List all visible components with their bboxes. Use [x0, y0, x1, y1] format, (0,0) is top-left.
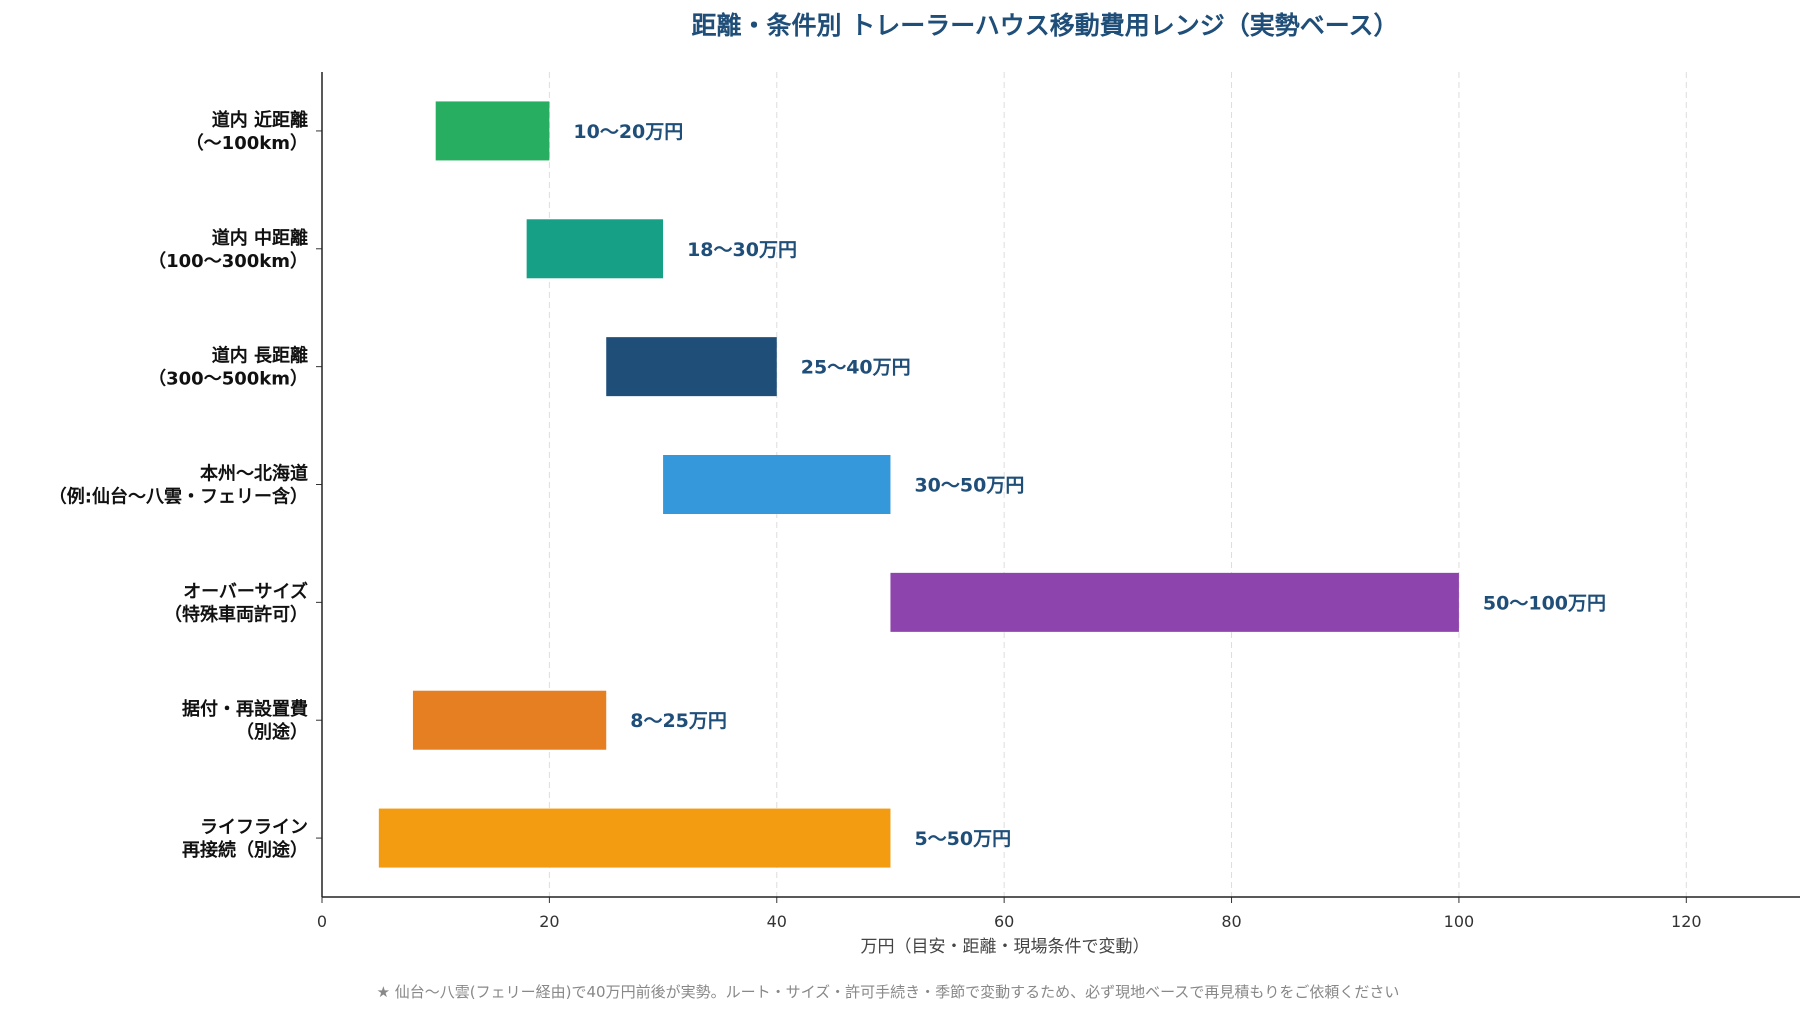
- category-label: 道内 長距離: [212, 345, 308, 367]
- footnote: ★ 仙台〜八雲(フェリー経由)で40万円前後が実勢。ルート・サイズ・許可手続き・…: [377, 983, 1400, 1001]
- category-label: 道内 中距離: [212, 227, 308, 249]
- x-tick-label: 80: [1221, 912, 1241, 931]
- data-label: 10〜20万円: [573, 121, 683, 143]
- x-tick-label: 0: [317, 912, 327, 931]
- chart-title: 距離・条件別 トレーラーハウス移動費用レンジ（実勢ベース）: [692, 11, 1399, 40]
- range-bar: [378, 808, 891, 868]
- data-label: 8〜25万円: [630, 710, 727, 732]
- data-label: 30〜50万円: [914, 475, 1024, 497]
- category-label: 据付・再設置費: [182, 698, 308, 720]
- x-axis-label: 万円（目安・距離・現場条件で変動）: [861, 937, 1150, 957]
- range-bar: [606, 337, 777, 397]
- category-label: 再接続（別途）: [182, 839, 308, 861]
- category-label: オーバーサイズ: [183, 580, 308, 602]
- x-tick-label: 40: [767, 912, 787, 931]
- category-label: （特殊車両許可）: [164, 603, 308, 625]
- category-label: （〜100km）: [186, 133, 308, 154]
- category-label: （300〜500km）: [148, 369, 308, 390]
- range-bar: [890, 572, 1459, 632]
- x-tick-label: 120: [1671, 912, 1702, 931]
- data-label: 25〜40万円: [801, 357, 911, 379]
- range-bar: [412, 690, 607, 750]
- data-label: 5〜50万円: [914, 828, 1011, 850]
- category-label: （100〜300km）: [148, 251, 308, 272]
- data-label: 50〜100万円: [1483, 592, 1606, 614]
- category-label: 道内 近距離: [212, 109, 308, 131]
- category-label: （別途）: [236, 721, 308, 743]
- category-label: （例:仙台〜八雲・フェリー含）: [49, 486, 308, 508]
- range-bar: [663, 455, 891, 514]
- range-bar: [435, 101, 550, 161]
- category-label: 本州〜北海道: [200, 463, 308, 485]
- x-tick-label: 20: [539, 912, 559, 931]
- x-tick-label: 100: [1444, 912, 1475, 931]
- range-bar: [526, 219, 664, 279]
- category-label: ライフライン: [200, 817, 308, 838]
- x-tick-label: 60: [994, 912, 1014, 931]
- data-label: 18〜30万円: [687, 239, 797, 261]
